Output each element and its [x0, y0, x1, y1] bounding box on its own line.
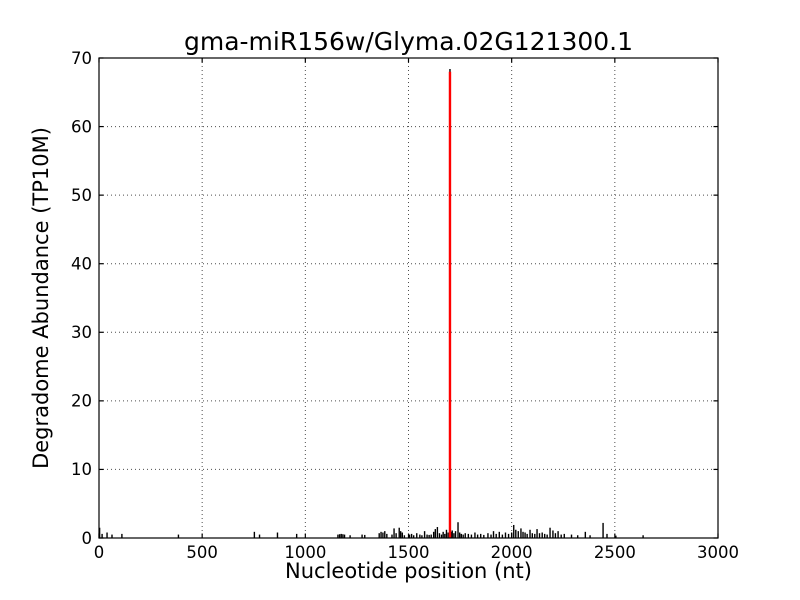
y-tick-label: 70 — [71, 49, 92, 68]
x-tick-label: 500 — [186, 543, 218, 562]
y-tick-label: 0 — [82, 529, 93, 548]
x-axis-label: Nucleotide position (nt) — [285, 559, 532, 583]
y-tick-label: 60 — [71, 117, 92, 136]
x-tick-label: 2000 — [491, 543, 533, 562]
x-tick-label: 3000 — [697, 543, 739, 562]
x-tick-label: 1000 — [284, 543, 326, 562]
y-tick-label: 50 — [71, 186, 92, 205]
x-tick-label: 0 — [94, 543, 105, 562]
y-tick-label: 20 — [71, 392, 92, 411]
chart-title: gma-miR156w/Glyma.02G121300.1 — [183, 27, 634, 56]
y-tick-label: 10 — [71, 460, 92, 479]
y-tick-label: 40 — [71, 254, 92, 273]
y-tick-label: 30 — [71, 323, 92, 342]
x-tick-label: 1500 — [388, 543, 430, 562]
x-tick-label: 2500 — [594, 543, 636, 562]
